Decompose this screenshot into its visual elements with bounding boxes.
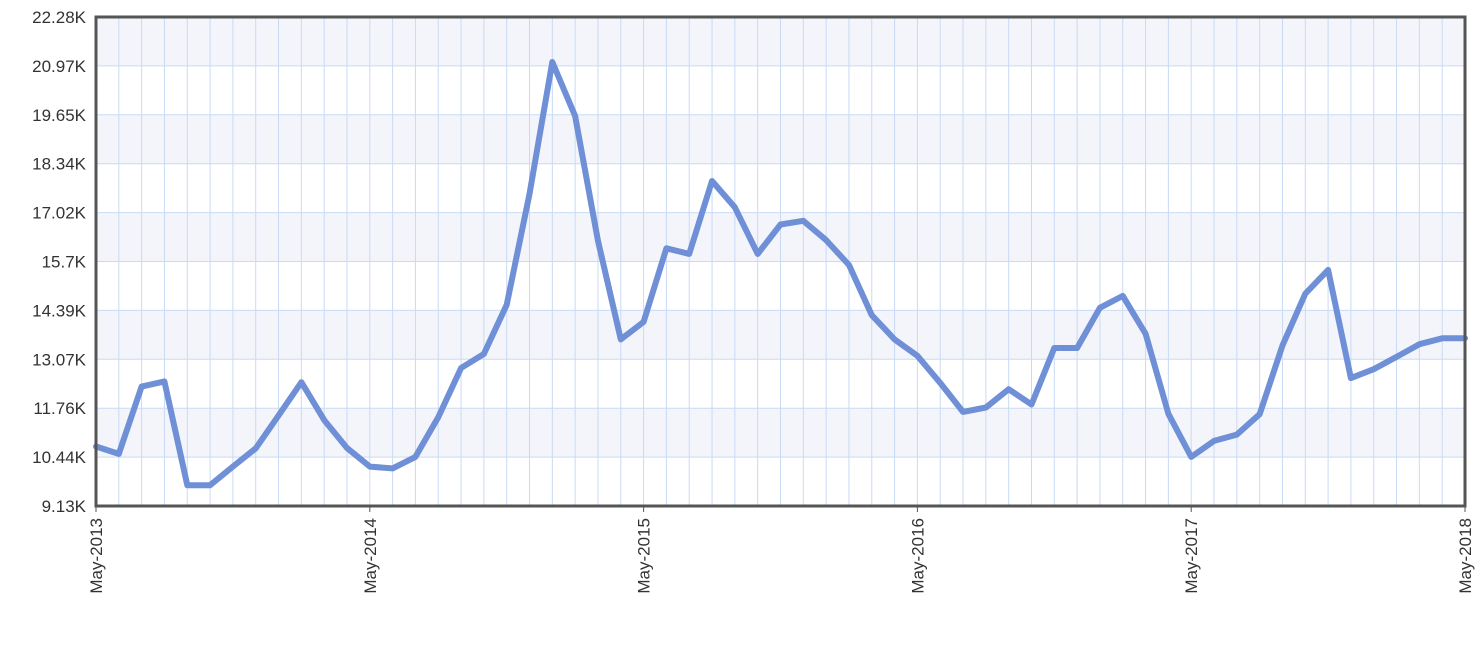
plot-border	[94, 15, 1467, 508]
series-layer	[93, 59, 1468, 489]
y-tick-label: 20.97K	[32, 57, 87, 76]
x-tick-label: May-2014	[361, 518, 380, 594]
y-axis-tick-labels: 9.13K 10.44K 11.76K 13.07K 14.39K 15.7K 17.02K…	[32, 8, 87, 516]
y-tick-label: 15.7K	[42, 253, 87, 272]
y-tick-label: 10.44K	[32, 448, 87, 467]
plot-frame	[94, 15, 1467, 508]
x-tick-label: May-2013	[87, 518, 106, 594]
x-tick-label: May-2016	[908, 518, 927, 594]
y-tick-label: 11.76K	[33, 399, 86, 418]
y-tick-label: 14.39K	[32, 301, 87, 320]
y-tick-label: 13.07K	[32, 350, 87, 369]
y-tick-label: 19.65K	[32, 106, 87, 125]
x-tick-label: May-2017	[1182, 518, 1201, 594]
x-axis-tick-labels: May-2013 May-2014 May-2015 May-2016 May-2017…	[87, 506, 1475, 594]
y-tick-label: 18.34K	[32, 155, 87, 174]
x-tick-label: May-2015	[635, 518, 654, 594]
y-tick-label: 17.02K	[32, 204, 87, 223]
y-tick-label: 9.13K	[42, 497, 87, 516]
y-tick-label: 22.28K	[32, 8, 87, 27]
x-tick-label: May-2018	[1456, 518, 1475, 594]
